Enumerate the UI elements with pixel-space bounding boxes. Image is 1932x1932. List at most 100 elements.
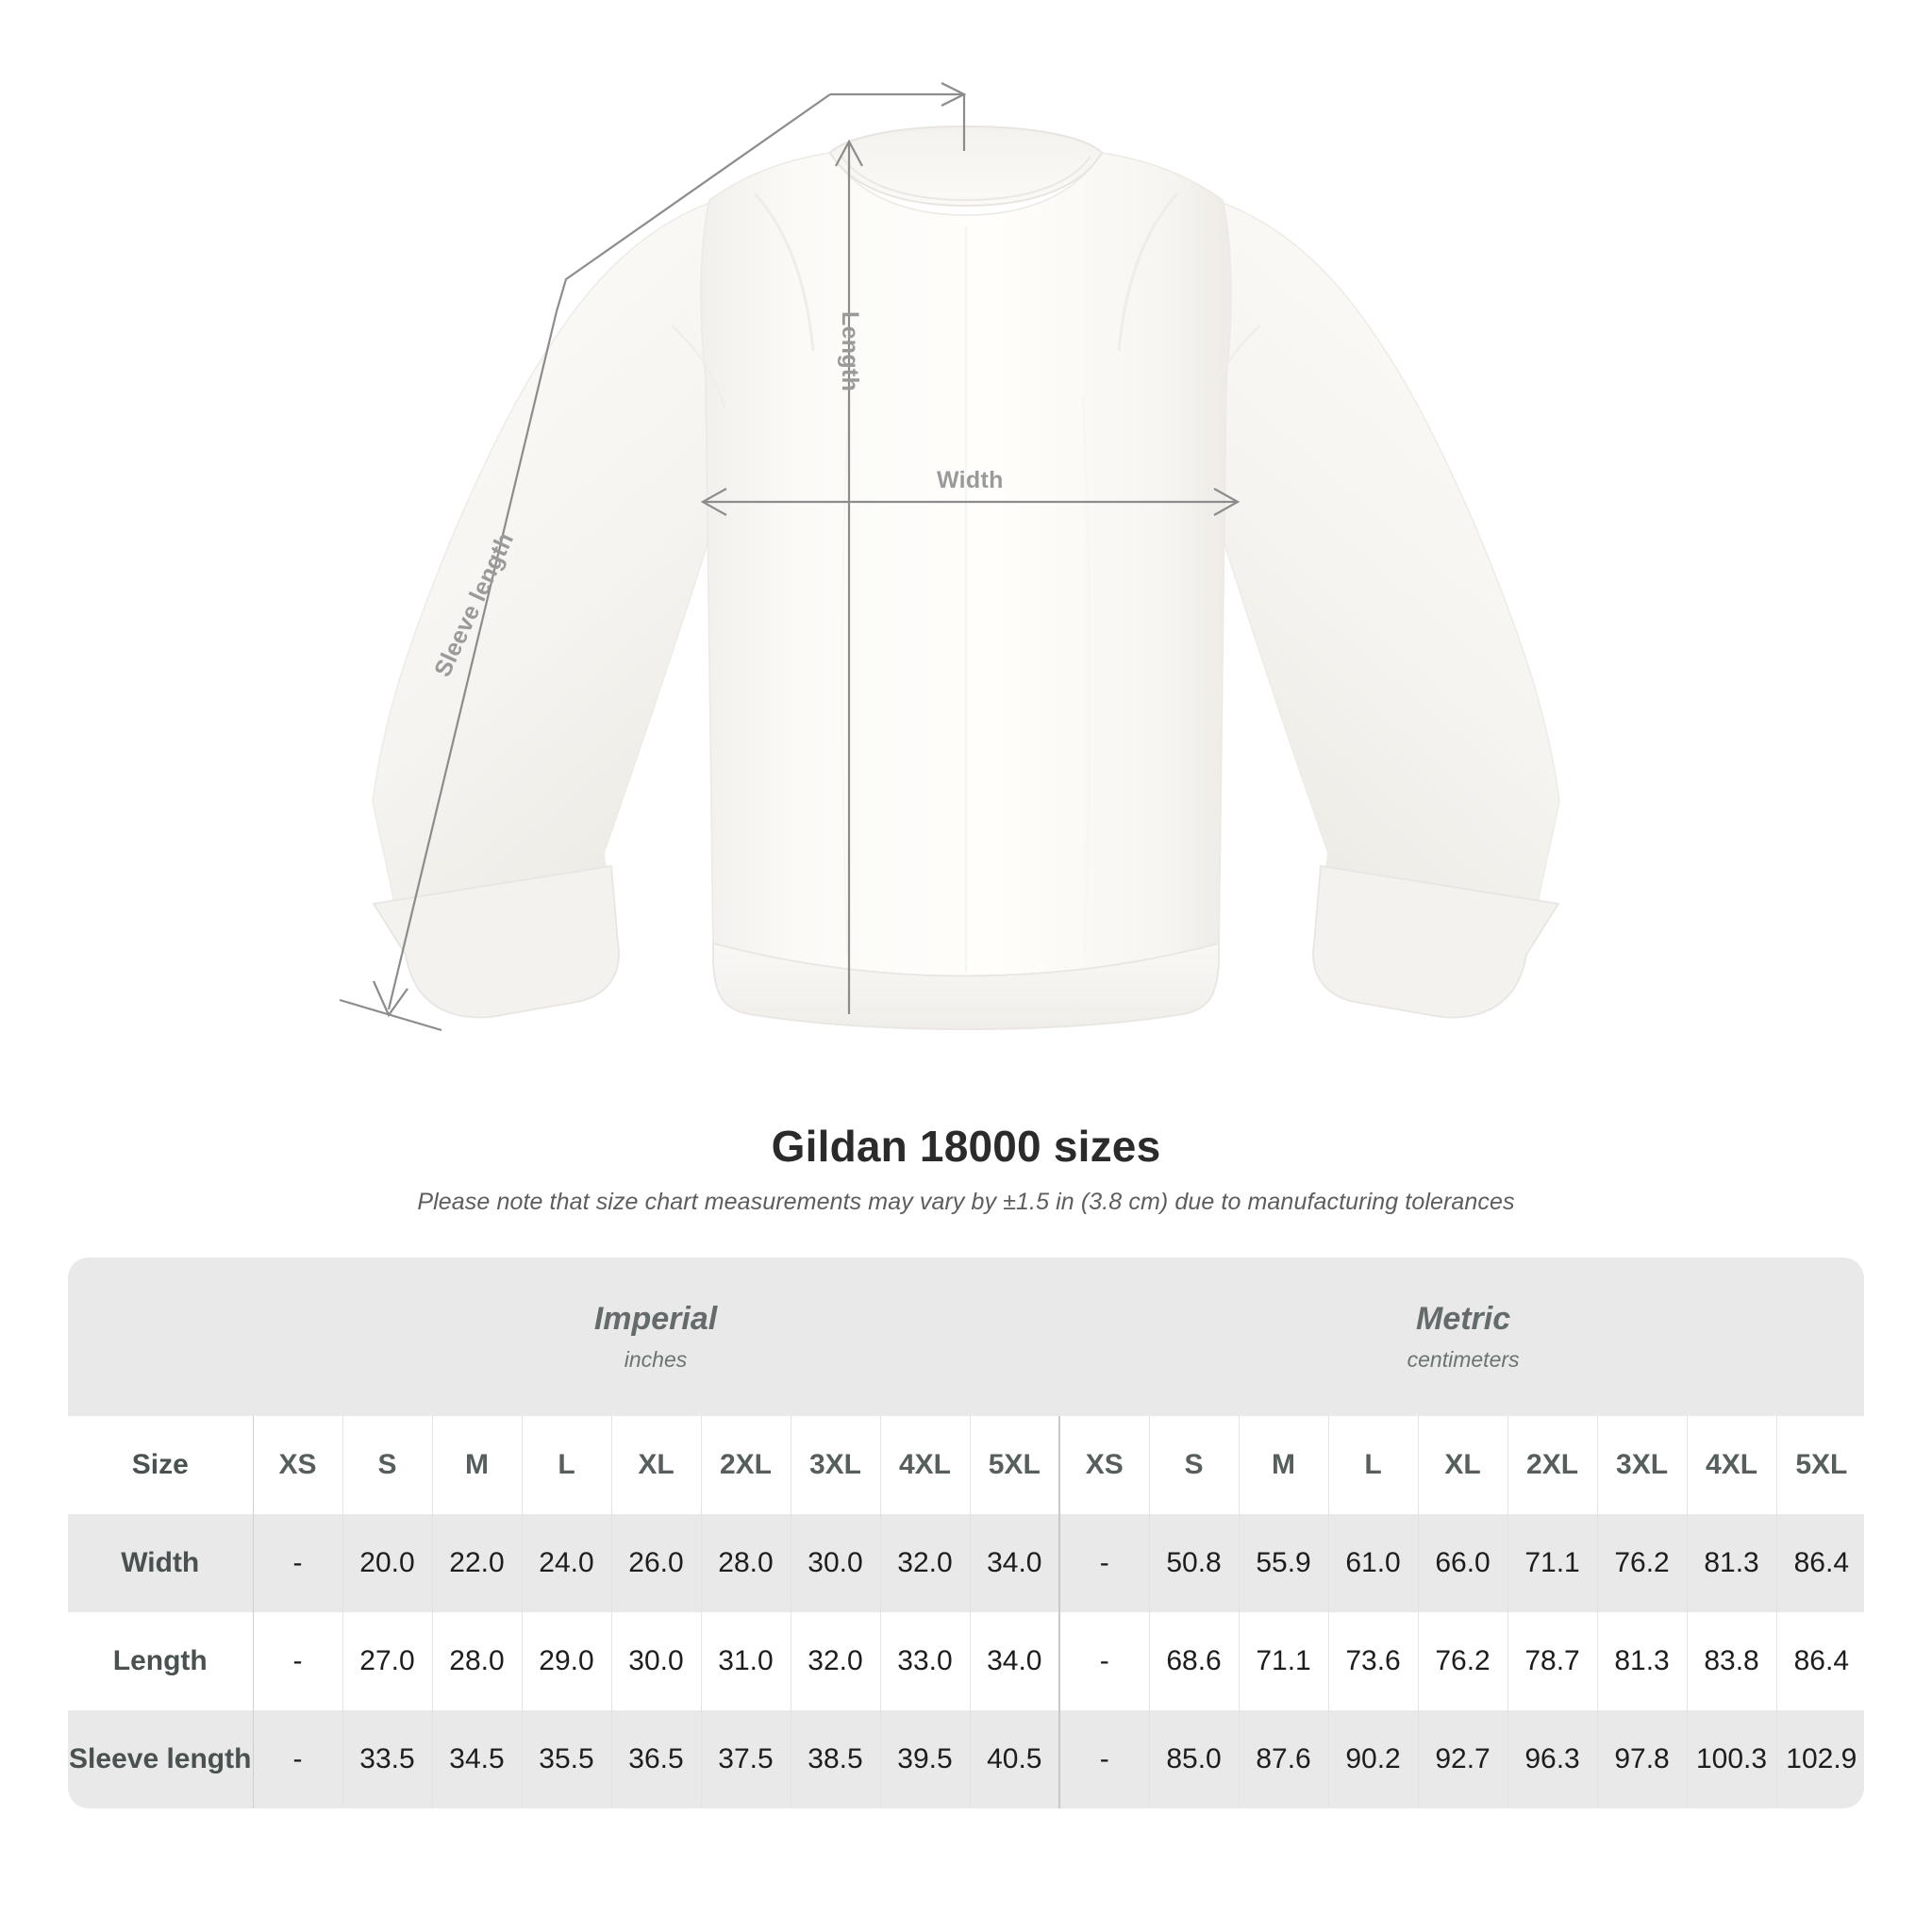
size-header-imperial-xl: XL (610, 1416, 701, 1514)
page-title: Gildan 18000 sizes (771, 1122, 1161, 1171)
size-header-imperial-5xl: 5XL (969, 1416, 1060, 1514)
cell-width-metric-m: 55.9 (1238, 1514, 1329, 1612)
size-header-metric-5xl: 5XL (1775, 1416, 1864, 1514)
cell-sleeve-metric-l: 90.2 (1327, 1710, 1419, 1808)
cell-sleeve-metric-5xl: 102.9 (1775, 1710, 1864, 1808)
size-header-metric-xl: XL (1417, 1416, 1508, 1514)
size-header-imperial-s: S (341, 1416, 432, 1514)
cell-length-imperial-4xl: 33.0 (879, 1612, 970, 1710)
cell-width-imperial-4xl: 32.0 (879, 1514, 970, 1612)
cell-length-metric-4xl: 83.8 (1686, 1612, 1777, 1710)
sleeve-length-dimension-line (339, 82, 967, 1032)
sweatshirt-body (372, 125, 1560, 1030)
unit-group-metric-sub: centimeters (1407, 1347, 1520, 1373)
cell-width-imperial-l: 24.0 (521, 1514, 611, 1612)
unit-group-imperial-name: Imperial (593, 1300, 718, 1337)
cell-sleeve-metric-s: 85.0 (1148, 1710, 1240, 1808)
cell-width-imperial-3xl: 30.0 (790, 1514, 880, 1612)
cell-length-imperial-2xl: 31.0 (700, 1612, 791, 1710)
size-header-imperial-m: M (431, 1416, 522, 1514)
cell-width-metric-5xl: 86.4 (1775, 1514, 1864, 1612)
cell-width-metric-4xl: 81.3 (1686, 1514, 1777, 1612)
cell-width-metric-xl: 66.0 (1417, 1514, 1508, 1612)
unit-corner-cell (68, 1257, 253, 1416)
size-header-row: Size XS S M L XL 2XL 3XL 4XL 5XL XS S M … (68, 1416, 1864, 1514)
unit-group-imperial: Imperial inches (253, 1257, 1060, 1416)
unit-group-imperial-sub: inches (624, 1347, 688, 1373)
cell-length-metric-xl: 76.2 (1417, 1612, 1508, 1710)
length-dimension-label: Length (837, 311, 863, 392)
cell-sleeve-imperial-3xl: 38.5 (790, 1710, 880, 1808)
row-label-sleeve-length: Sleeve length (68, 1710, 253, 1808)
size-header-imperial-2xl: 2XL (700, 1416, 791, 1514)
cell-length-metric-3xl: 81.3 (1596, 1612, 1688, 1710)
cell-length-imperial-xs: - (252, 1612, 342, 1710)
size-header-metric-2xl: 2XL (1507, 1416, 1598, 1514)
unit-group-metric: Metric centimeters (1058, 1257, 1864, 1416)
size-header-imperial-l: L (521, 1416, 611, 1514)
cell-width-metric-3xl: 76.2 (1596, 1514, 1688, 1612)
size-header-imperial-xs: XS (252, 1416, 342, 1514)
cell-length-imperial-xl: 30.0 (610, 1612, 701, 1710)
table-row: Sleeve length - 33.5 34.5 35.5 36.5 37.5… (68, 1710, 1864, 1808)
table-row: Length - 27.0 28.0 29.0 30.0 31.0 32.0 3… (68, 1612, 1864, 1710)
cell-sleeve-metric-3xl: 97.8 (1596, 1710, 1688, 1808)
title-block: Gildan 18000 sizes Please note that size… (0, 1121, 1932, 1216)
sweatshirt-diagram (339, 82, 1560, 1032)
size-header-metric-4xl: 4XL (1686, 1416, 1777, 1514)
cell-length-imperial-3xl: 32.0 (790, 1612, 880, 1710)
cell-length-metric-xs: - (1058, 1612, 1150, 1710)
cell-width-metric-xs: - (1058, 1514, 1150, 1612)
table-row: Width - 20.0 22.0 24.0 26.0 28.0 30.0 32… (68, 1514, 1864, 1612)
size-header-metric-s: S (1148, 1416, 1240, 1514)
unit-group-metric-name: Metric (1416, 1300, 1511, 1337)
cell-sleeve-metric-xl: 92.7 (1417, 1710, 1508, 1808)
width-dimension-line (700, 488, 1241, 516)
size-header-imperial-4xl: 4XL (879, 1416, 970, 1514)
cell-width-imperial-5xl: 34.0 (969, 1514, 1060, 1612)
cell-width-imperial-2xl: 28.0 (700, 1514, 791, 1612)
cell-width-imperial-xl: 26.0 (610, 1514, 701, 1612)
size-header-metric-l: L (1327, 1416, 1419, 1514)
cell-length-imperial-5xl: 34.0 (969, 1612, 1060, 1710)
page-subtitle: Please note that size chart measurements… (417, 1189, 1515, 1215)
unit-header-row: Imperial inches Metric centimeters (68, 1257, 1864, 1416)
length-dimension-line (835, 139, 863, 1014)
cell-length-metric-5xl: 86.4 (1775, 1612, 1864, 1710)
cell-sleeve-imperial-xs: - (252, 1710, 342, 1808)
cell-width-imperial-s: 20.0 (341, 1514, 432, 1612)
cell-width-metric-2xl: 71.1 (1507, 1514, 1598, 1612)
cell-length-imperial-l: 29.0 (521, 1612, 611, 1710)
size-header-metric-xs: XS (1058, 1416, 1150, 1514)
cell-length-metric-l: 73.6 (1327, 1612, 1419, 1710)
cell-length-metric-s: 68.6 (1148, 1612, 1240, 1710)
cell-sleeve-imperial-5xl: 40.5 (969, 1710, 1060, 1808)
cell-width-imperial-xs: - (252, 1514, 342, 1612)
cell-sleeve-imperial-4xl: 39.5 (879, 1710, 970, 1808)
size-header-metric-m: M (1238, 1416, 1329, 1514)
row-label-length: Length (68, 1612, 253, 1710)
cell-length-imperial-m: 28.0 (431, 1612, 522, 1710)
cell-sleeve-imperial-l: 35.5 (521, 1710, 611, 1808)
size-table-wrap: Imperial inches Metric centimeters Size … (68, 1257, 1864, 1808)
cell-sleeve-metric-xs: - (1058, 1710, 1150, 1808)
cell-length-imperial-s: 27.0 (341, 1612, 432, 1710)
row-label-width: Width (68, 1514, 253, 1612)
cell-width-imperial-m: 22.0 (431, 1514, 522, 1612)
garment-illustration: Width Length Sleeve length (339, 82, 1560, 1032)
cell-sleeve-metric-2xl: 96.3 (1507, 1710, 1598, 1808)
measurement-lines (339, 82, 1241, 1032)
cell-sleeve-imperial-m: 34.5 (431, 1710, 522, 1808)
cell-sleeve-imperial-xl: 36.5 (610, 1710, 701, 1808)
size-header-label: Size (68, 1416, 253, 1514)
cell-sleeve-metric-4xl: 100.3 (1686, 1710, 1777, 1808)
width-dimension-label: Width (937, 467, 1004, 493)
size-header-imperial-3xl: 3XL (790, 1416, 880, 1514)
cell-sleeve-metric-m: 87.6 (1238, 1710, 1329, 1808)
cell-length-metric-2xl: 78.7 (1507, 1612, 1598, 1710)
cell-width-metric-l: 61.0 (1327, 1514, 1419, 1612)
cell-sleeve-imperial-2xl: 37.5 (700, 1710, 791, 1808)
cell-sleeve-imperial-s: 33.5 (341, 1710, 432, 1808)
cell-length-metric-m: 71.1 (1238, 1612, 1329, 1710)
